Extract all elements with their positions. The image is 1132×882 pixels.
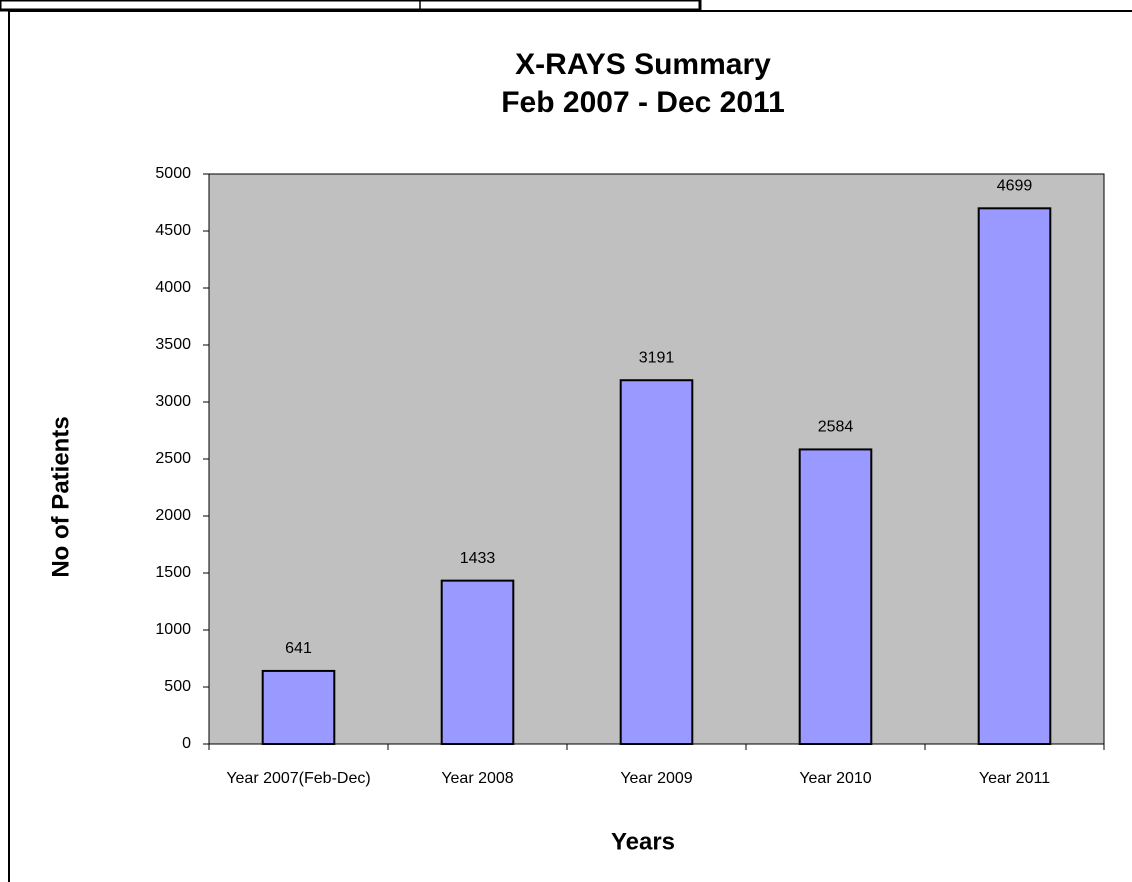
chart-title: X-RAYS Summary	[515, 48, 771, 81]
x-tick-label: Year 2011	[979, 770, 1050, 787]
y-tick-label: 3000	[155, 393, 191, 410]
x-axis-title: Years	[611, 828, 675, 855]
x-tick-label: Year 2008	[441, 770, 513, 787]
bar	[977, 207, 1052, 745]
y-tick-label: 0	[182, 735, 191, 752]
bar	[440, 579, 515, 745]
chart-subtitle: Feb 2007 - Dec 2011	[501, 86, 785, 119]
bar	[798, 448, 873, 745]
y-tick-label: 500	[164, 678, 191, 695]
y-tick-label: 4500	[155, 222, 191, 239]
y-tick-label: 5000	[155, 165, 191, 182]
y-tick-label: 1000	[155, 621, 191, 638]
value-label: 1433	[460, 550, 496, 567]
bar	[261, 669, 336, 746]
y-tick-label: 2000	[155, 507, 191, 524]
y-tick-label: 4000	[155, 279, 191, 296]
top-box	[0, 0, 702, 12]
value-label: 4699	[997, 178, 1033, 195]
y-tick-label: 1500	[155, 564, 191, 581]
y-axis-title: No of Patients	[47, 416, 74, 577]
x-tick-label: Year 2009	[620, 770, 692, 787]
y-tick-label: 2500	[155, 450, 191, 467]
x-tick-label: Year 2010	[799, 770, 871, 787]
bar	[619, 379, 694, 745]
value-label: 641	[285, 640, 312, 657]
value-label: 2584	[818, 419, 854, 436]
value-label: 3191	[639, 349, 675, 366]
y-tick-label: 3500	[155, 336, 191, 353]
chart-frame	[8, 10, 1132, 882]
x-tick-label: Year 2007(Feb-Dec)	[226, 770, 370, 787]
